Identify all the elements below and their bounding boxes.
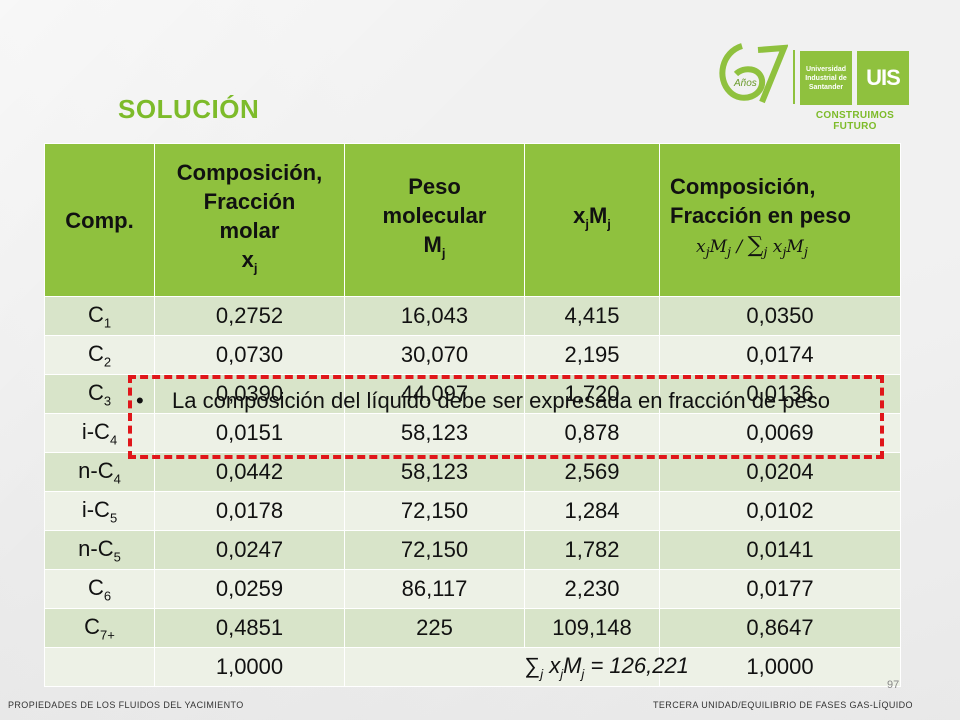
callout-note: • La composición del líquido debe ser ex…	[136, 385, 880, 416]
callout-box	[128, 375, 884, 459]
table-row: C7+ 0,4851 225 109,148 0,8647	[44, 608, 901, 648]
cell-molar-fraction: 0,0178	[154, 491, 345, 531]
logo-divider	[793, 50, 795, 104]
cell-component: i-C4	[44, 413, 155, 453]
bullet-icon: •	[136, 388, 144, 413]
cell-component: n-C5	[44, 530, 155, 570]
table-header-row: Comp. Composición, Fracción molar xj Pes…	[44, 143, 901, 297]
slide-title: SOLUCIÓN	[118, 94, 260, 124]
table-row: C6 0,0259 86,117 2,230 0,0177	[44, 569, 901, 609]
cell-molecular-weight: 44,097	[344, 374, 525, 414]
footer-right: TERCERA UNIDAD/EQUILIBRIO DE FASES GAS-L…	[653, 700, 913, 710]
header-comp: Comp.	[44, 143, 155, 297]
cell-weight-fraction: 0,0174	[659, 335, 901, 375]
logo-tagline: CONSTRUIMOS FUTURO	[815, 110, 895, 132]
cell-weight-fraction: 0,8647	[659, 608, 901, 648]
footer-left: PROPIEDADES DE LOS FLUIDOS DEL YACIMIENT…	[8, 700, 244, 710]
cell-weight-fraction: 0,0136	[659, 374, 901, 414]
cell-molar-fraction: 0,0247	[154, 530, 345, 570]
cell-xm: 0,878	[524, 413, 660, 453]
cell-component: C6	[44, 569, 155, 609]
uis-logo: UIS	[857, 51, 909, 105]
cell-total-label	[44, 647, 155, 687]
cell-weight-fraction: 0,0069	[659, 413, 901, 453]
cell-weight-fraction: 0,0102	[659, 491, 901, 531]
cell-total-mw	[344, 647, 525, 687]
uis-text: UIS	[866, 65, 901, 90]
cell-molecular-weight: 72,150	[344, 530, 525, 570]
university-name: Universidad Industrial de Santander	[805, 65, 847, 91]
cell-molecular-weight: 30,070	[344, 335, 525, 375]
cell-xm: 109,148	[524, 608, 660, 648]
cell-xm: 2,230	[524, 569, 660, 609]
header-molar-fraction: Composición, Fracción molar xj	[154, 143, 345, 297]
cell-molecular-weight: 86,117	[344, 569, 525, 609]
page-number: 97	[887, 679, 900, 691]
cell-weight-fraction: 0,0350	[659, 296, 901, 336]
weight-fraction-formula: xjMj / ∑j xjMj	[696, 233, 808, 261]
cell-component: C3	[44, 374, 155, 414]
cell-xm: 1,284	[524, 491, 660, 531]
cell-total-molar: 1,0000	[154, 647, 345, 687]
callout-text: La composición del líquido debe ser expr…	[172, 388, 830, 413]
cell-component: C7+	[44, 608, 155, 648]
cell-molar-fraction: 0,4851	[154, 608, 345, 648]
cell-total-weight: 1,0000	[659, 647, 901, 687]
cell-weight-fraction: 0,0177	[659, 569, 901, 609]
cell-molar-fraction: 0,0730	[154, 335, 345, 375]
cell-component: i-C5	[44, 491, 155, 531]
header-molecular-weight: Peso molecular Mj	[344, 143, 525, 297]
header-xm-product: xjMj	[524, 143, 660, 297]
table-row: C1 0,2752 16,043 4,415 0,0350	[44, 296, 901, 336]
cell-component: C2	[44, 335, 155, 375]
cell-xm: 1,782	[524, 530, 660, 570]
cell-molecular-weight: 72,150	[344, 491, 525, 531]
composition-table: Comp. Composición, Fracción molar xj Pes…	[44, 143, 901, 687]
cell-weight-fraction: 0,0141	[659, 530, 901, 570]
cell-molecular-weight: 225	[344, 608, 525, 648]
table-row: C3 0,0390 44,097 1,720 0,0136	[44, 374, 901, 414]
table-row: C2 0,0730 30,070 2,195 0,0174	[44, 335, 901, 375]
cell-molar-fraction: 0,0390	[154, 374, 345, 414]
years-word: Años	[733, 78, 757, 89]
cell-molar-fraction: 0,2752	[154, 296, 345, 336]
university-badge: Universidad Industrial de Santander	[800, 51, 852, 105]
header-weight-fraction: Composición, Fracción en peso xjMj / ∑j …	[659, 143, 901, 297]
cell-molecular-weight: 16,043	[344, 296, 525, 336]
table-totals-row: 1,0000 ∑j xjMj = 126,221 1,0000	[44, 647, 901, 687]
table-row: i-C5 0,0178 72,150 1,284 0,0102	[44, 491, 901, 531]
cell-molar-fraction: 0,0259	[154, 569, 345, 609]
anniversary-67-logo: Años	[719, 43, 788, 104]
cell-xm: 4,415	[524, 296, 660, 336]
cell-xm: 1,720	[524, 374, 660, 414]
cell-total-xm: ∑j xjMj = 126,221	[524, 647, 689, 687]
table-row: n-C5 0,0247 72,150 1,782 0,0141	[44, 530, 901, 570]
cell-component: C1	[44, 296, 155, 336]
cell-xm: 2,195	[524, 335, 660, 375]
